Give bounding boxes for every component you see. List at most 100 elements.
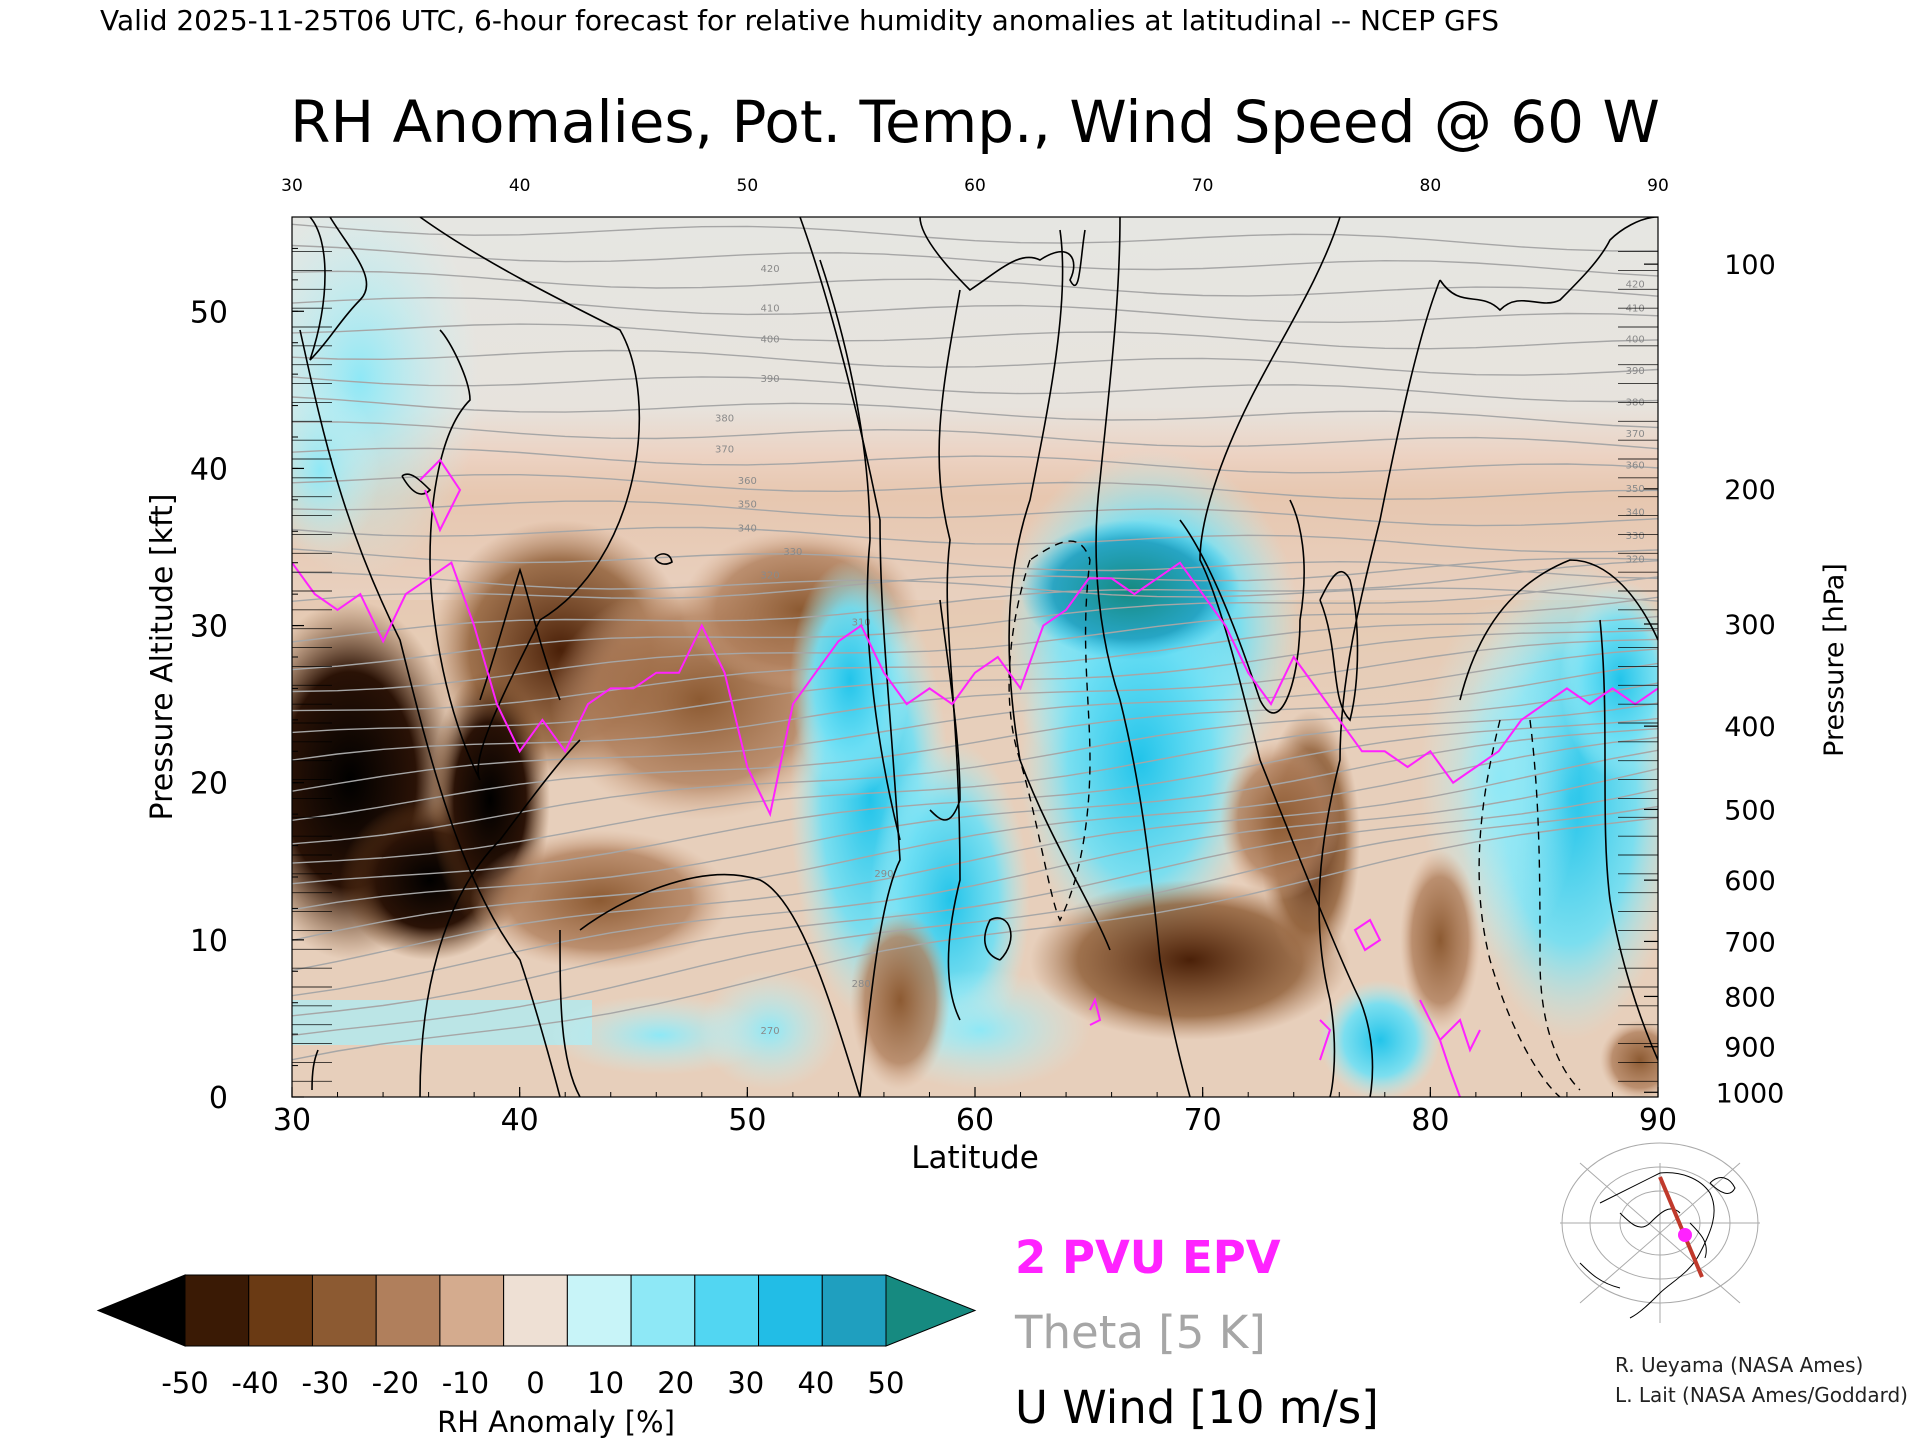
pressure-tick-label: 600 <box>1724 866 1776 897</box>
colorbar: -50 -40 -30 -20 -10 0 10 20 30 40 50 <box>96 1274 977 1400</box>
theta-contour <box>292 557 1658 602</box>
theta-contour <box>292 500 1658 527</box>
pressure-tick-label: 100 <box>1724 250 1776 281</box>
theta-contour <box>292 629 1658 734</box>
pressure-tick-label: 1000 <box>1716 1078 1785 1109</box>
theta-contour-label: 420 <box>1626 280 1645 291</box>
theta-contour-label: 360 <box>738 476 757 487</box>
x-top-tick-label: 90 <box>1647 176 1669 196</box>
theta-contour <box>292 323 1658 350</box>
colorbar-segment <box>821 1274 887 1347</box>
theta-contours <box>292 223 1658 1061</box>
theta-contour-label: 320 <box>761 570 780 581</box>
x-top-tick-label: 60 <box>964 176 986 196</box>
theta-contour-label: 330 <box>783 547 802 558</box>
y-tick-label: 0 <box>209 1081 228 1116</box>
credit-line-2: L. Lait (NASA Ames/Goddard) <box>1615 1383 1908 1407</box>
theta-contour-label: 400 <box>761 335 780 346</box>
x-tick-label: 30 <box>273 1103 311 1138</box>
theta-contour-label: 350 <box>1626 484 1645 495</box>
colorbar-high-triangle <box>885 1274 977 1347</box>
colorbar-segment <box>758 1274 823 1347</box>
theta-contour <box>292 526 1658 553</box>
theta-contour <box>292 596 1658 693</box>
x-top-tick-label: 40 <box>509 176 531 196</box>
theta-contour-label: 290 <box>874 869 893 880</box>
colorbar-segment <box>375 1274 441 1347</box>
theta-contour-label: 340 <box>738 523 757 534</box>
pv-2pvu-fragments <box>419 458 1481 1097</box>
y-axis-label: Pressure Altitude [kft] <box>145 494 180 821</box>
cross-section-line <box>1658 1176 1704 1278</box>
theta-contour-labels: 270 280 290 310 320 330 340 350 360 370 380 390 400 4… <box>715 264 1645 1037</box>
theta-contour <box>292 736 1658 941</box>
u-wind-contours <box>299 217 1658 1097</box>
chart-title: RH Anomalies, Pot. Temp., Wind Speed @ 6… <box>290 88 1660 156</box>
colorbar-segment <box>694 1274 760 1347</box>
theta-contour <box>292 396 1658 429</box>
theta-contour <box>292 560 1658 643</box>
theta-contour <box>292 717 1658 885</box>
colorbar-segment <box>439 1274 505 1347</box>
theta-contour <box>292 648 1658 792</box>
u-wind-negative-contours <box>1008 540 1581 1097</box>
colorbar-segment <box>311 1274 377 1347</box>
theta-contour <box>292 702 1658 864</box>
colorbar-segment <box>248 1274 313 1347</box>
y-axis-right-label: Pressure [hPa] <box>1819 563 1850 757</box>
x-tick-label: 60 <box>956 1103 994 1138</box>
theta-contour-label: 410 <box>761 303 780 314</box>
theta-contour-label: 330 <box>1626 531 1645 542</box>
theta-contour-label: 350 <box>738 500 757 511</box>
theta-contour-label: 390 <box>761 374 780 385</box>
x-axis-bottom: 30 40 50 60 70 80 90 <box>273 1087 1677 1138</box>
legend-pv-2pvu: 2 PVU EPV <box>1015 1231 1281 1284</box>
theta-contour <box>292 447 1658 474</box>
x-top-tick-label: 70 <box>1192 176 1214 196</box>
pressure-tick-label: 800 <box>1724 982 1776 1013</box>
colorbar-label: RH Anomaly [%] <box>437 1405 675 1439</box>
theta-contour <box>292 682 1658 845</box>
x-tick-label: 70 <box>1184 1103 1222 1138</box>
theta-contour-label: 320 <box>1626 555 1645 566</box>
theta-contour <box>292 805 1658 1037</box>
x-axis-top: 30 40 50 60 70 80 90 <box>281 176 1669 196</box>
x-tick-label: 50 <box>728 1103 766 1138</box>
colorbar-tick-label: -10 <box>442 1366 489 1400</box>
theta-contour <box>292 376 1658 403</box>
theta-contour <box>292 548 1658 580</box>
pressure-tick-label: 900 <box>1724 1033 1776 1064</box>
y-tick-label: 10 <box>190 924 228 959</box>
x-top-tick-label: 30 <box>281 176 303 196</box>
theta-contour <box>292 473 1658 500</box>
y-tick-label: 50 <box>190 295 228 330</box>
theta-contour-label: 310 <box>852 618 871 629</box>
credit-line-1: R. Ueyama (NASA Ames) <box>1615 1353 1864 1377</box>
x-tick-label: 90 <box>1639 1103 1677 1138</box>
colorbar-tick-label: 0 <box>526 1366 544 1400</box>
y-tick-label: 40 <box>190 452 228 487</box>
theta-contour <box>292 296 1658 324</box>
theta-contour-label: 370 <box>715 445 734 456</box>
x-top-tick-label: 80 <box>1420 176 1442 196</box>
theta-contour <box>292 244 1658 277</box>
theta-contour <box>292 576 1658 671</box>
valid-time-line: Valid 2025-11-25T06 UTC, 6-hour forecast… <box>100 4 1499 37</box>
x-axis-label: Latitude <box>911 1140 1039 1176</box>
theta-contour-label: 380 <box>715 413 734 424</box>
theta-contour <box>292 749 1658 972</box>
theta-contour <box>292 768 1658 997</box>
y-axis-right-pressure: 100 200 300 400 500 600 700 800 900 1000 <box>1618 250 1784 1109</box>
theta-contour-label: 390 <box>1626 366 1645 377</box>
theta-contour-label: 400 <box>1626 335 1645 346</box>
colorbar-tick-label: 20 <box>657 1366 694 1400</box>
colorbar-tick-label: -30 <box>302 1366 349 1400</box>
pressure-tick-label: 200 <box>1724 475 1776 506</box>
theta-contour <box>292 788 1658 1017</box>
theta-contour <box>292 615 1658 712</box>
y-tick-label: 30 <box>190 610 228 645</box>
theta-contour-label: 360 <box>1626 460 1645 471</box>
theta-contour <box>292 421 1658 450</box>
theta-contour-label: 370 <box>1626 429 1645 440</box>
